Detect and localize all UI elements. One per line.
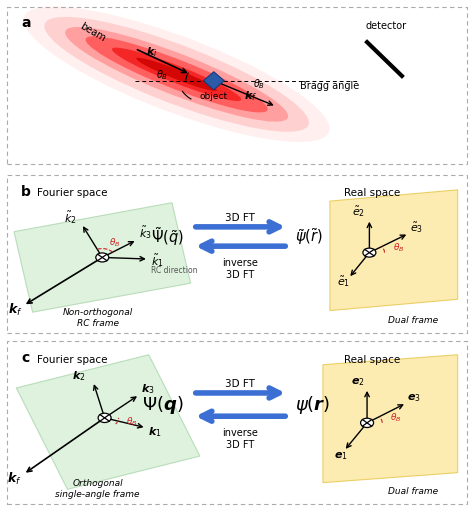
Circle shape <box>363 248 376 257</box>
Polygon shape <box>323 355 457 482</box>
Text: $\boldsymbol{e}_1$: $\boldsymbol{e}_1$ <box>334 450 347 461</box>
Text: $\tilde{k}_1$: $\tilde{k}_1$ <box>151 252 164 269</box>
Text: RC direction: RC direction <box>151 266 198 274</box>
Text: b: b <box>21 185 31 199</box>
Text: Fourier space: Fourier space <box>37 188 108 198</box>
Text: $\boldsymbol{k}_f$: $\boldsymbol{k}_f$ <box>9 302 23 318</box>
Ellipse shape <box>112 48 241 101</box>
Text: $\tilde{e}_1$: $\tilde{e}_1$ <box>337 274 350 289</box>
Text: $\tilde{\psi}(\tilde{r})$: $\tilde{\psi}(\tilde{r})$ <box>295 226 323 247</box>
FancyBboxPatch shape <box>7 341 467 504</box>
Text: a: a <box>21 16 30 30</box>
Text: $\boldsymbol{e}_2$: $\boldsymbol{e}_2$ <box>351 377 365 388</box>
Text: $\theta_B$: $\theta_B$ <box>253 77 265 91</box>
Polygon shape <box>16 355 200 490</box>
Text: $\theta_B$: $\theta_B$ <box>390 411 402 424</box>
Text: $\tilde{k}_3$: $\tilde{k}_3$ <box>138 224 151 241</box>
Ellipse shape <box>65 27 288 122</box>
Text: $\tilde{\Psi}(\tilde{q})$: $\tilde{\Psi}(\tilde{q})$ <box>151 225 183 248</box>
Text: Bragg angle: Bragg angle <box>300 81 359 91</box>
Text: $\boldsymbol{k}_f$: $\boldsymbol{k}_f$ <box>244 89 257 103</box>
Polygon shape <box>330 190 457 311</box>
Polygon shape <box>14 203 191 312</box>
Text: inverse
3D FT: inverse 3D FT <box>222 258 258 280</box>
Text: $\psi(\boldsymbol{r})$: $\psi(\boldsymbol{r})$ <box>295 393 330 415</box>
Text: $\boldsymbol{k}_3$: $\boldsymbol{k}_3$ <box>141 382 155 396</box>
Ellipse shape <box>136 58 217 91</box>
Text: Fourier space: Fourier space <box>37 355 108 365</box>
Text: Orthogonal
single-angle frame: Orthogonal single-angle frame <box>55 479 140 499</box>
Text: Dual frame: Dual frame <box>389 487 438 496</box>
Text: $\tilde{e}_3$: $\tilde{e}_3$ <box>410 220 423 235</box>
Text: c: c <box>21 352 29 365</box>
Text: beam: beam <box>79 21 108 44</box>
Text: $\tilde{e}_2$: $\tilde{e}_2$ <box>352 204 365 219</box>
FancyBboxPatch shape <box>7 175 467 333</box>
Text: $\theta_B$: $\theta_B$ <box>126 415 137 428</box>
Text: $\boldsymbol{k}_i$: $\boldsymbol{k}_i$ <box>146 45 158 59</box>
Text: object: object <box>200 92 228 102</box>
Polygon shape <box>203 72 224 90</box>
Text: $\boldsymbol{k}_f$: $\boldsymbol{k}_f$ <box>7 471 22 487</box>
Text: $\boldsymbol{e}_3$: $\boldsymbol{e}_3$ <box>408 392 421 404</box>
Text: $\theta_B$: $\theta_B$ <box>155 68 168 82</box>
Text: $\boldsymbol{k}_1$: $\boldsymbol{k}_1$ <box>148 425 162 439</box>
Text: $\theta_B$: $\theta_B$ <box>109 236 121 249</box>
Text: Non-orthogonal
RC frame: Non-orthogonal RC frame <box>63 308 133 328</box>
Ellipse shape <box>45 17 309 132</box>
Text: $\Psi(\boldsymbol{q})$: $\Psi(\boldsymbol{q})$ <box>142 393 183 415</box>
Circle shape <box>96 253 109 262</box>
Text: inverse
3D FT: inverse 3D FT <box>222 429 258 450</box>
Text: 3D FT: 3D FT <box>225 379 255 389</box>
Ellipse shape <box>86 36 268 112</box>
Text: $\boldsymbol{k}_2$: $\boldsymbol{k}_2$ <box>72 369 86 383</box>
Text: detector: detector <box>365 21 406 31</box>
Circle shape <box>361 418 374 428</box>
Text: Real space: Real space <box>344 188 400 198</box>
Text: Dual frame: Dual frame <box>389 316 438 325</box>
Circle shape <box>98 413 111 423</box>
Text: $\theta_B$: $\theta_B$ <box>392 241 404 253</box>
FancyBboxPatch shape <box>7 7 467 165</box>
Text: $\tilde{k}_2$: $\tilde{k}_2$ <box>64 209 76 226</box>
Ellipse shape <box>24 7 329 142</box>
Text: Real space: Real space <box>344 355 400 365</box>
Text: 3D FT: 3D FT <box>225 214 255 223</box>
